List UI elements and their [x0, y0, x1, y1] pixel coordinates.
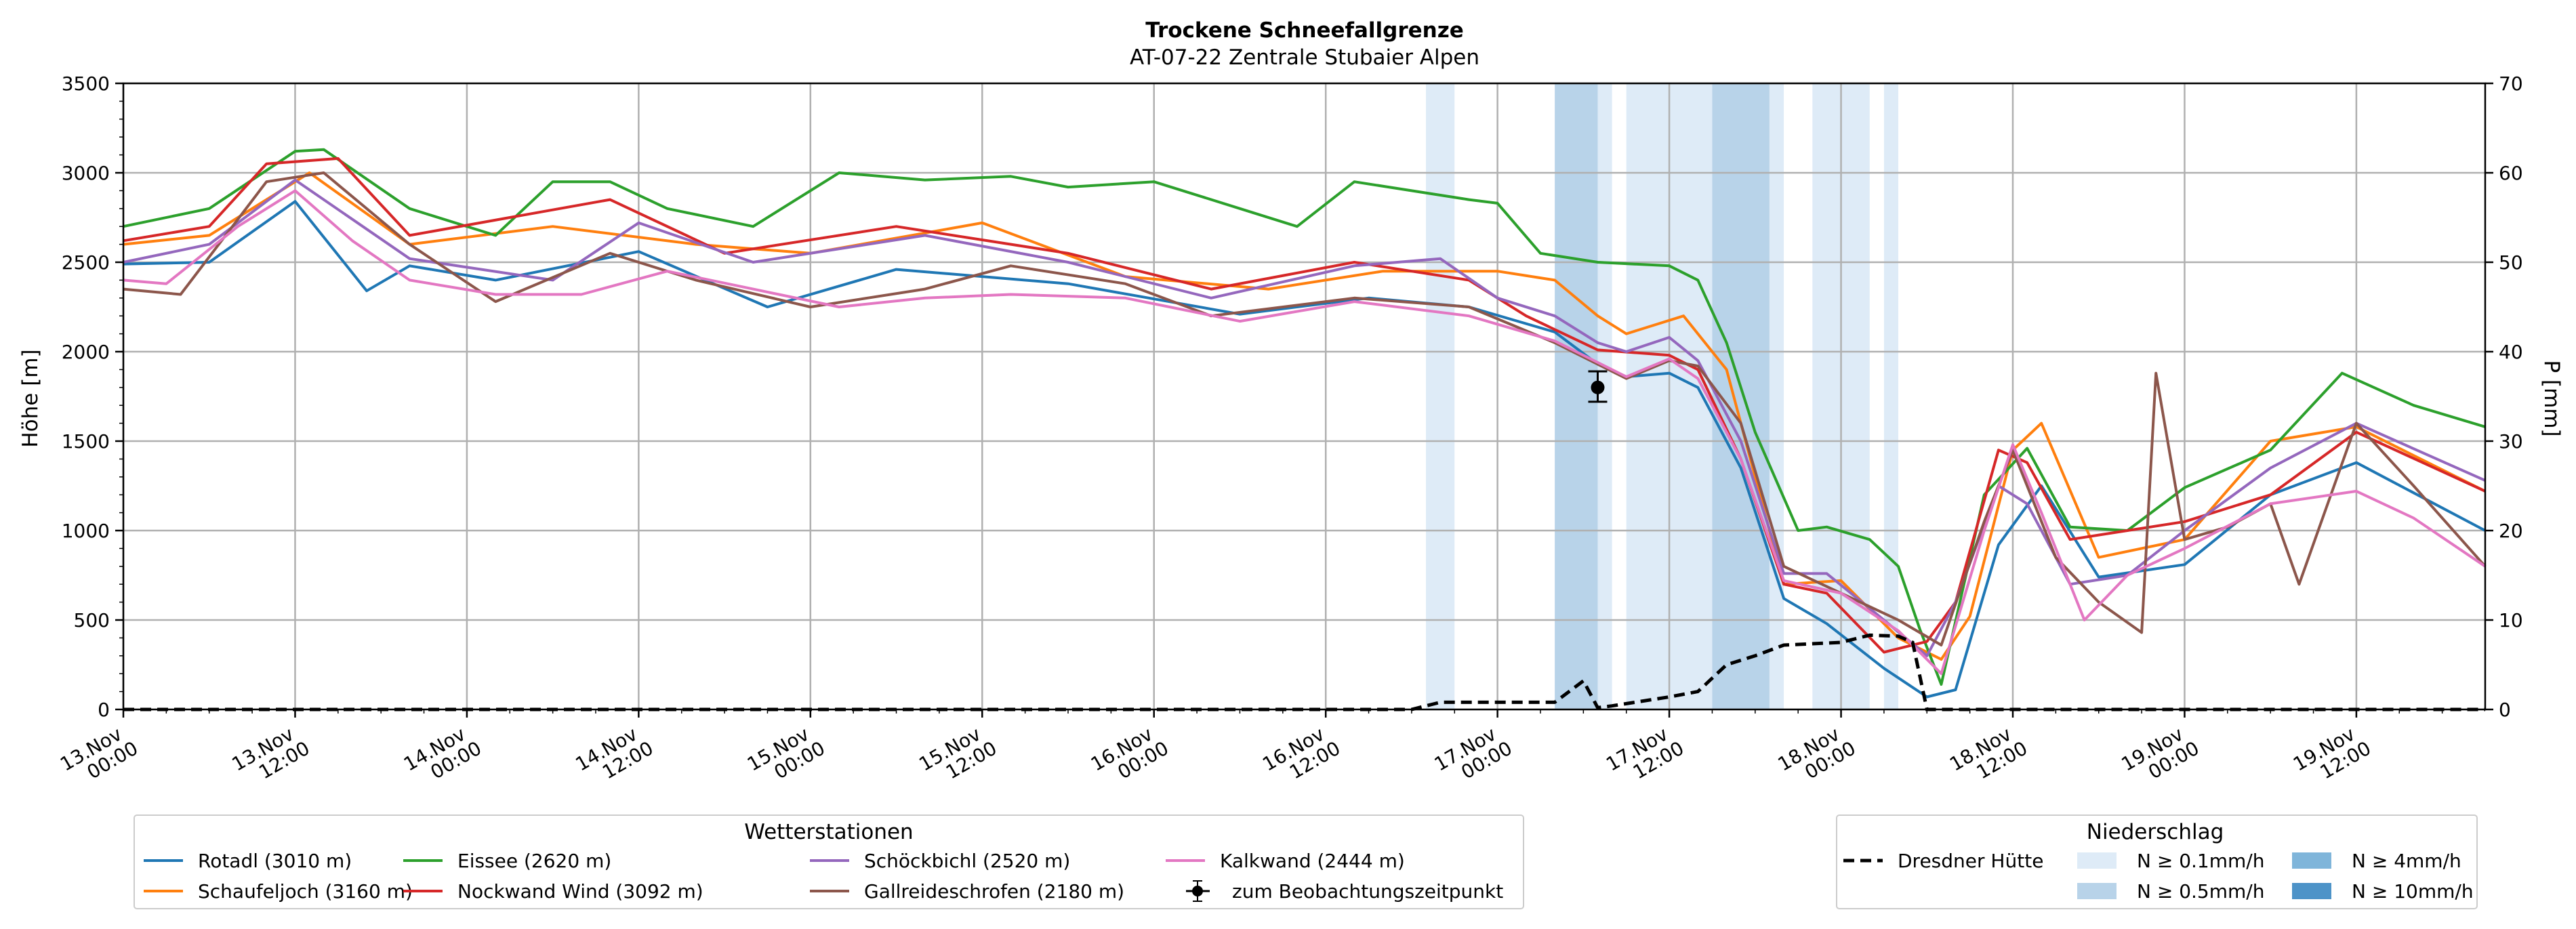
legend-precip-label-2: N ≥ 0.5mm/h [2137, 880, 2264, 903]
precip-legend: Niederschlag Dresdner Hütte N ≥ 0.1mm/h N… [1836, 814, 2478, 909]
series-line-nockwand-wind-3092-m [123, 157, 2486, 654]
legend-observation-label: zum Beobachtungszeitpunkt [1232, 880, 1503, 903]
chart-title: Trockene Schneefallgrenze [1145, 18, 1464, 43]
y2-tick-label: 70 [2499, 73, 2523, 95]
y-tick-label: 0 [98, 699, 110, 721]
chart-subtitle: AT-07-22 Zentrale Stubaier Alpen [1130, 45, 1479, 70]
y2-tick-label: 30 [2499, 430, 2523, 453]
precip-band-2 [1597, 83, 1612, 709]
station-legend-title: Wetterstationen [744, 820, 913, 844]
precip-band-7 [1883, 83, 1899, 709]
station-legend: Wetterstationen Rotadl (3010 m) Schaufelj… [134, 814, 1524, 909]
series-line-eissee-2620-m [123, 148, 2486, 686]
legend-precip-label-3: N ≥ 10mm/h [2352, 880, 2474, 903]
legend-swatch-0 [2077, 852, 2117, 869]
y-tick-label: 2000 [62, 341, 110, 363]
series-line-sch-ckbichl-2520-m [123, 178, 2486, 657]
legend-precip-label-1: N ≥ 4mm/h [2352, 850, 2461, 872]
legend-label-dresdner-huette: Dresdner Hütte [1898, 850, 2043, 872]
legend-swatch-1 [2292, 852, 2331, 869]
y2-tick-label: 60 [2499, 162, 2523, 184]
y2-tick-label: 20 [2499, 520, 2523, 542]
legend-label-kalkwand-2444-m: Kalkwand (2444 m) [1220, 850, 1405, 872]
y2-tick-label: 50 [2499, 251, 2523, 274]
legend-label-rotadl-3010-m: Rotadl (3010 m) [198, 850, 352, 872]
observation-marker [1588, 370, 1608, 403]
legend-label-eissee-2620-m: Eissee (2620 m) [457, 850, 611, 872]
y-tick-label: 1500 [62, 430, 110, 453]
y-tick-label: 3500 [62, 73, 110, 95]
y-tick-label: 1000 [62, 520, 110, 542]
legend-label-schaufeljoch-3160-m: Schaufeljoch (3160 m) [198, 880, 413, 903]
legend-observation [1186, 880, 1210, 902]
y2-tick-label: 40 [2499, 341, 2523, 363]
y2-tick-label: 10 [2499, 609, 2523, 632]
series-line-kalkwand-2444-m [123, 189, 2487, 676]
y-axis-label: Höhe [m] [18, 349, 43, 447]
y-tick-label: 500 [74, 609, 110, 632]
series-line-schaufeljoch-3160-m [123, 171, 2486, 661]
legend-swatch-3 [2292, 883, 2331, 899]
legend-label-nockwand-wind-3092-m: Nockwand Wind (3092 m) [457, 880, 703, 903]
y-tick-label: 3000 [62, 162, 110, 184]
series-line-gallreideschrofen-2180-m [123, 171, 2487, 646]
precip-line-dresdner-huette [123, 633, 2485, 711]
precip-legend-title: Niederschlag [2087, 820, 2224, 844]
legend-swatch-2 [2077, 883, 2117, 899]
precip-band-1 [1555, 83, 1598, 709]
y-tick-label: 2500 [62, 251, 110, 274]
legend-label-sch-ckbichl-2520-m: Schöckbichl (2520 m) [864, 850, 1070, 872]
y2-tick-label: 0 [2499, 699, 2511, 721]
precip-band-5 [1769, 83, 1784, 709]
legend-label-gallreideschrofen-2180-m: Gallreideschrofen (2180 m) [864, 880, 1124, 903]
y2-axis-label: P [mm] [2539, 360, 2564, 436]
plot-frame [122, 82, 2487, 711]
legend-precip-label-0: N ≥ 0.1mm/h [2137, 850, 2264, 872]
precip-band-0 [1426, 83, 1455, 709]
plot-area: 0 500 1000 1500 2000 2500 3000 3500 0 10 20 30 40 50 6… [56, 73, 2523, 783]
observation-point [1591, 380, 1605, 394]
